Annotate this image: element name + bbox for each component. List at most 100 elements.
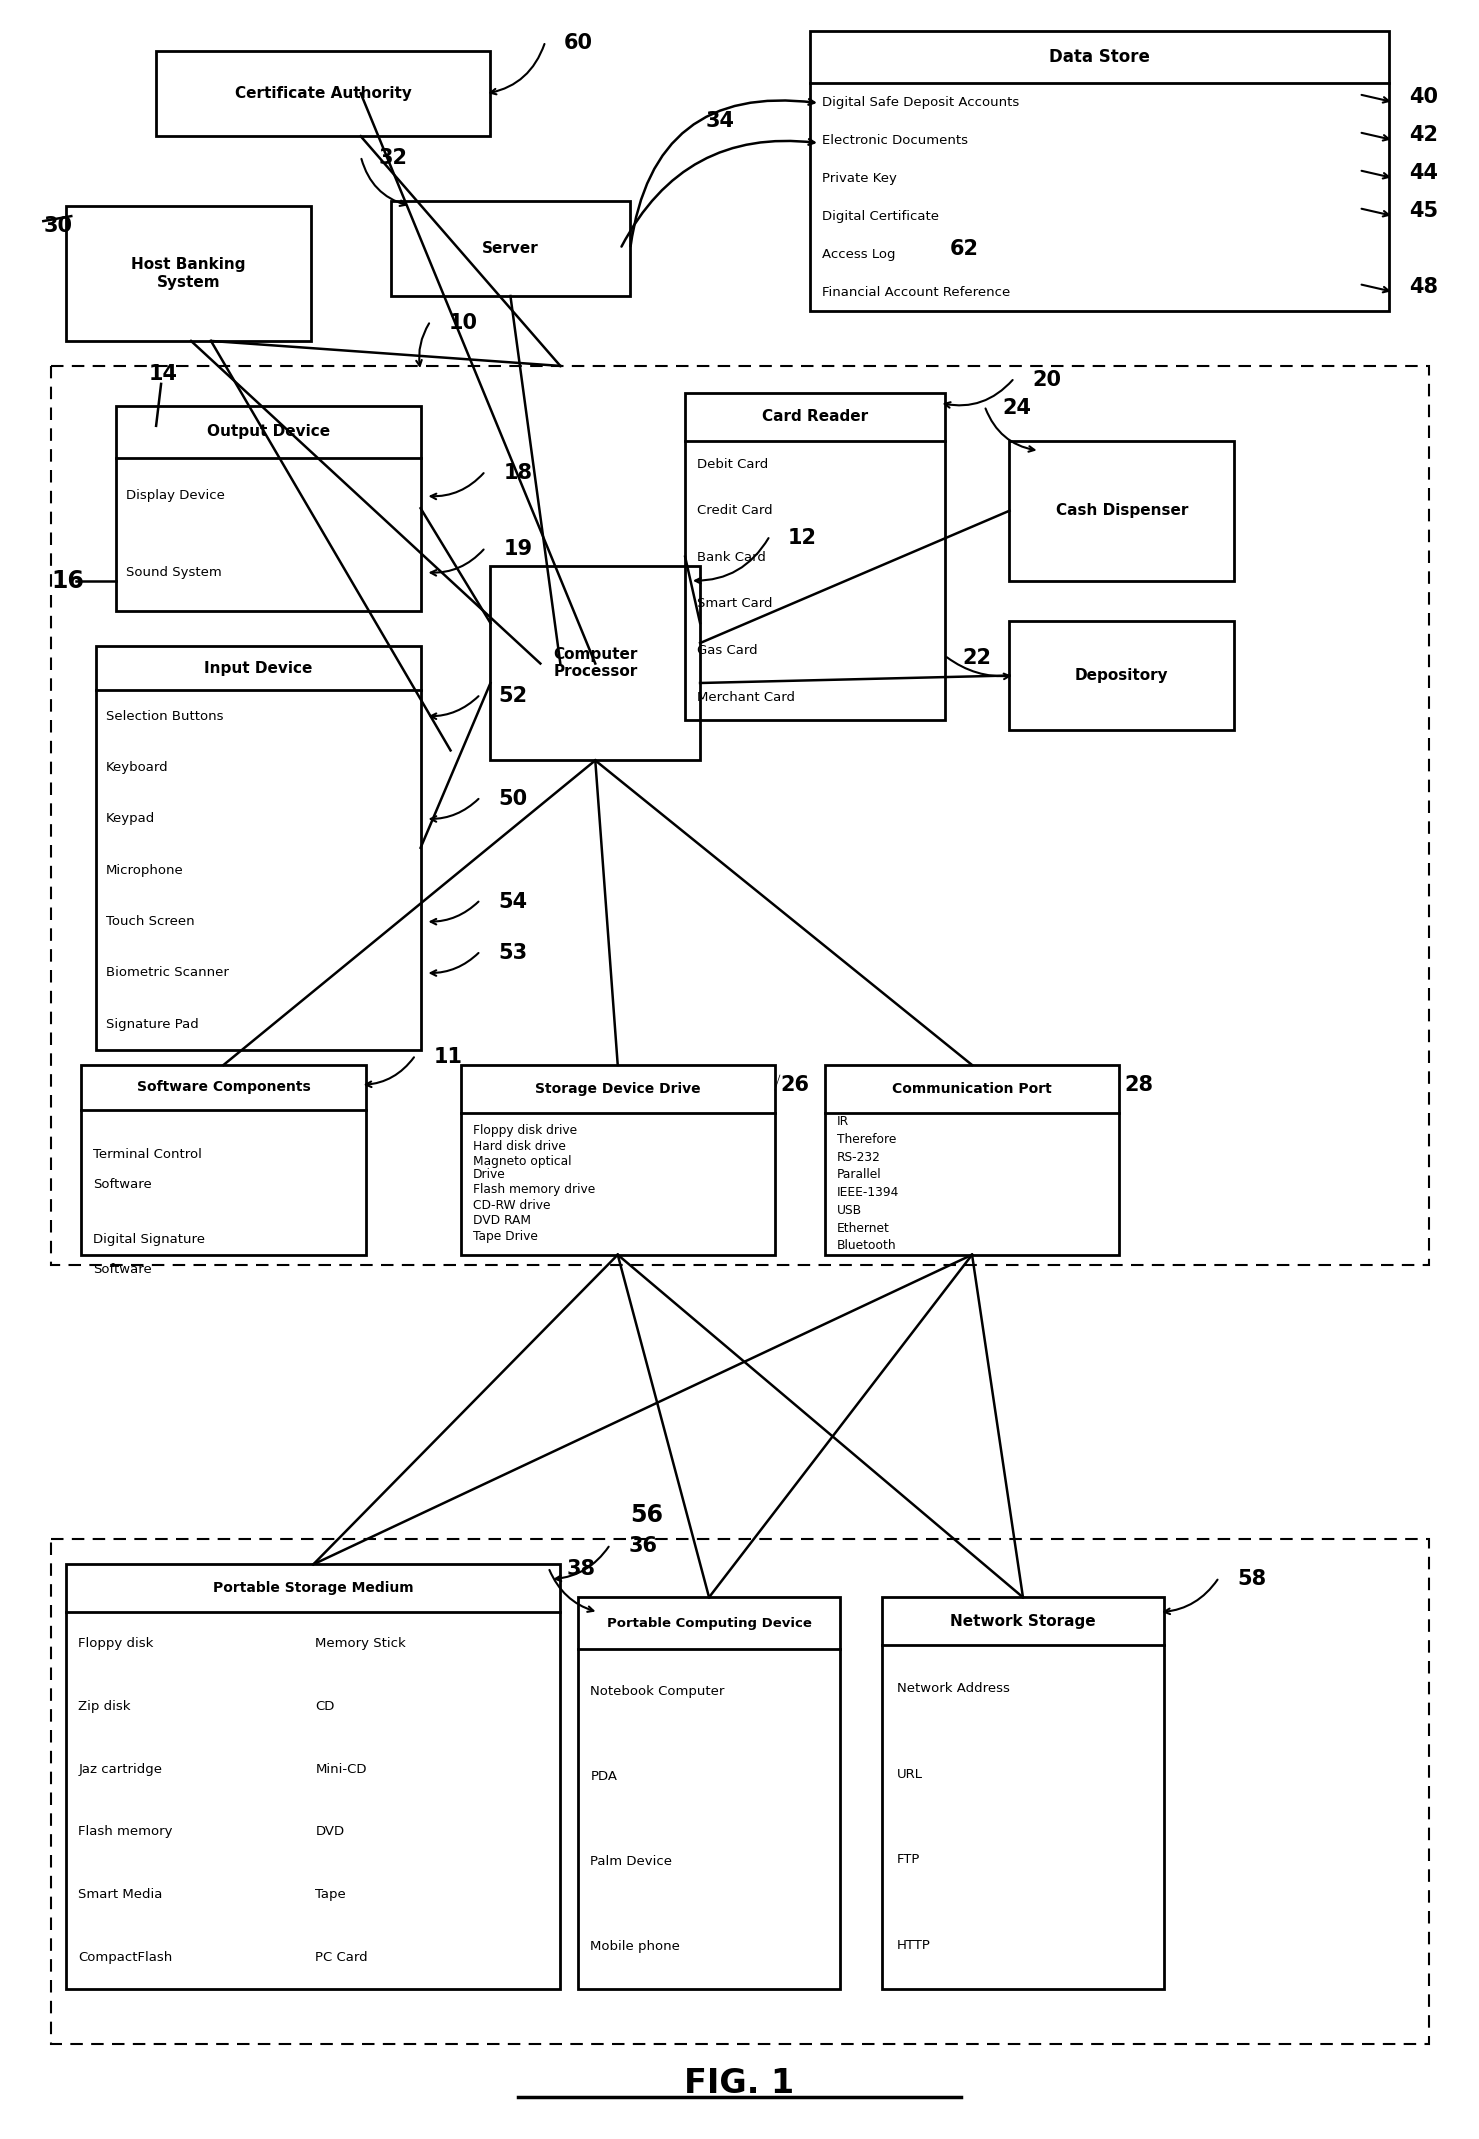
Text: Signature Pad: Signature Pad <box>106 1018 200 1031</box>
Text: 16: 16 <box>52 569 84 593</box>
Text: 44: 44 <box>1408 163 1438 184</box>
Text: 38: 38 <box>566 1559 596 1579</box>
Text: Portable Storage Medium: Portable Storage Medium <box>213 1581 414 1596</box>
Text: Floppy disk: Floppy disk <box>78 1636 154 1649</box>
Text: 53: 53 <box>498 943 528 963</box>
Text: IEEE-1394: IEEE-1394 <box>837 1187 899 1200</box>
Text: Network Storage: Network Storage <box>950 1613 1096 1628</box>
Text: 52: 52 <box>498 687 528 706</box>
Text: Tape: Tape <box>315 1889 346 1902</box>
Text: DVD: DVD <box>315 1825 345 1837</box>
Text: Flash memory: Flash memory <box>78 1825 173 1837</box>
Text: 32: 32 <box>379 148 408 169</box>
Text: Microphone: Microphone <box>106 864 183 877</box>
Text: FTP: FTP <box>896 1855 920 1867</box>
Bar <box>685 394 945 721</box>
Bar <box>52 366 1429 1264</box>
Bar <box>117 406 420 610</box>
Text: 62: 62 <box>950 240 979 259</box>
Text: Network Address: Network Address <box>896 1681 1010 1694</box>
Bar <box>491 565 700 759</box>
Text: Communication Port: Communication Port <box>892 1082 1052 1095</box>
Bar <box>881 1598 1164 1989</box>
Text: 18: 18 <box>503 462 532 483</box>
Text: 12: 12 <box>788 528 816 548</box>
Text: IR: IR <box>837 1114 849 1127</box>
Text: URL: URL <box>896 1767 923 1780</box>
Text: 24: 24 <box>1003 398 1031 417</box>
Text: Merchant Card: Merchant Card <box>697 691 796 704</box>
Bar <box>81 1065 365 1256</box>
Text: 20: 20 <box>1032 370 1062 389</box>
Text: Electronic Documents: Electronic Documents <box>822 135 967 148</box>
Bar <box>67 1564 561 1989</box>
Text: RS-232: RS-232 <box>837 1151 880 1164</box>
Text: Parallel: Parallel <box>837 1168 881 1181</box>
Text: Memory Stick: Memory Stick <box>315 1636 407 1649</box>
Text: Display Device: Display Device <box>126 490 225 503</box>
Text: Notebook Computer: Notebook Computer <box>590 1686 725 1698</box>
Text: Financial Account Reference: Financial Account Reference <box>822 284 1010 299</box>
Bar <box>460 1065 775 1256</box>
Text: Credit Card: Credit Card <box>697 505 772 518</box>
Text: Keypad: Keypad <box>106 813 155 826</box>
Text: Ethernet: Ethernet <box>837 1221 890 1234</box>
Text: Data Store: Data Store <box>1049 49 1149 66</box>
Text: Magneto optical: Magneto optical <box>472 1155 571 1168</box>
Bar <box>825 1065 1120 1256</box>
Bar <box>1010 620 1233 729</box>
Text: 56: 56 <box>630 1504 663 1527</box>
Text: CD: CD <box>315 1701 334 1713</box>
Text: Access Log: Access Log <box>822 248 895 261</box>
Text: Selection Buttons: Selection Buttons <box>106 710 223 723</box>
Text: Keyboard: Keyboard <box>106 761 169 774</box>
Bar <box>96 646 420 1050</box>
Text: 60: 60 <box>563 34 592 53</box>
Text: Private Key: Private Key <box>822 171 896 184</box>
Text: PC Card: PC Card <box>315 1951 368 1964</box>
Text: Zip disk: Zip disk <box>78 1701 130 1713</box>
Text: Flash memory drive: Flash memory drive <box>472 1183 595 1196</box>
Text: 48: 48 <box>1408 278 1438 297</box>
Text: Therefore: Therefore <box>837 1134 896 1147</box>
Text: Mini-CD: Mini-CD <box>315 1763 367 1775</box>
Text: Mobile phone: Mobile phone <box>590 1940 680 1953</box>
Bar <box>52 1540 1429 2043</box>
Text: Card Reader: Card Reader <box>762 409 868 424</box>
Text: Smart Card: Smart Card <box>697 597 772 610</box>
Text: Hard disk drive: Hard disk drive <box>472 1140 565 1153</box>
Text: 11: 11 <box>433 1046 463 1067</box>
Text: Drive: Drive <box>472 1168 506 1181</box>
Text: Touch Screen: Touch Screen <box>106 915 195 928</box>
Bar <box>67 205 311 340</box>
Bar <box>578 1598 840 1989</box>
Text: 50: 50 <box>498 789 528 809</box>
Text: Jaz cartridge: Jaz cartridge <box>78 1763 163 1775</box>
Text: Gas Card: Gas Card <box>697 644 757 657</box>
Bar <box>157 51 491 137</box>
Text: DVD RAM: DVD RAM <box>472 1215 531 1228</box>
Text: Input Device: Input Device <box>204 661 312 676</box>
Text: Debit Card: Debit Card <box>697 458 768 471</box>
Text: Bank Card: Bank Card <box>697 552 766 565</box>
Text: Tape Drive: Tape Drive <box>472 1230 537 1243</box>
Text: Biometric Scanner: Biometric Scanner <box>106 967 229 980</box>
Bar <box>1010 441 1233 580</box>
Text: Palm Device: Palm Device <box>590 1855 673 1867</box>
Text: Terminal Control: Terminal Control <box>93 1149 203 1161</box>
Text: Software: Software <box>93 1179 152 1191</box>
Text: 58: 58 <box>1236 1570 1266 1589</box>
Text: 45: 45 <box>1408 201 1438 220</box>
Bar <box>810 32 1389 310</box>
Text: 42: 42 <box>1408 126 1438 145</box>
Text: USB: USB <box>837 1204 862 1217</box>
Text: Host Banking
System: Host Banking System <box>132 257 246 289</box>
Text: CompactFlash: CompactFlash <box>78 1951 173 1964</box>
Text: Smart Media: Smart Media <box>78 1889 163 1902</box>
Text: Output Device: Output Device <box>207 424 330 438</box>
Text: 26: 26 <box>779 1076 809 1095</box>
Text: Digital Certificate: Digital Certificate <box>822 210 939 222</box>
Text: Computer
Processor: Computer Processor <box>553 646 637 680</box>
Text: Certificate Authority: Certificate Authority <box>235 86 411 101</box>
Text: 14: 14 <box>149 364 177 383</box>
